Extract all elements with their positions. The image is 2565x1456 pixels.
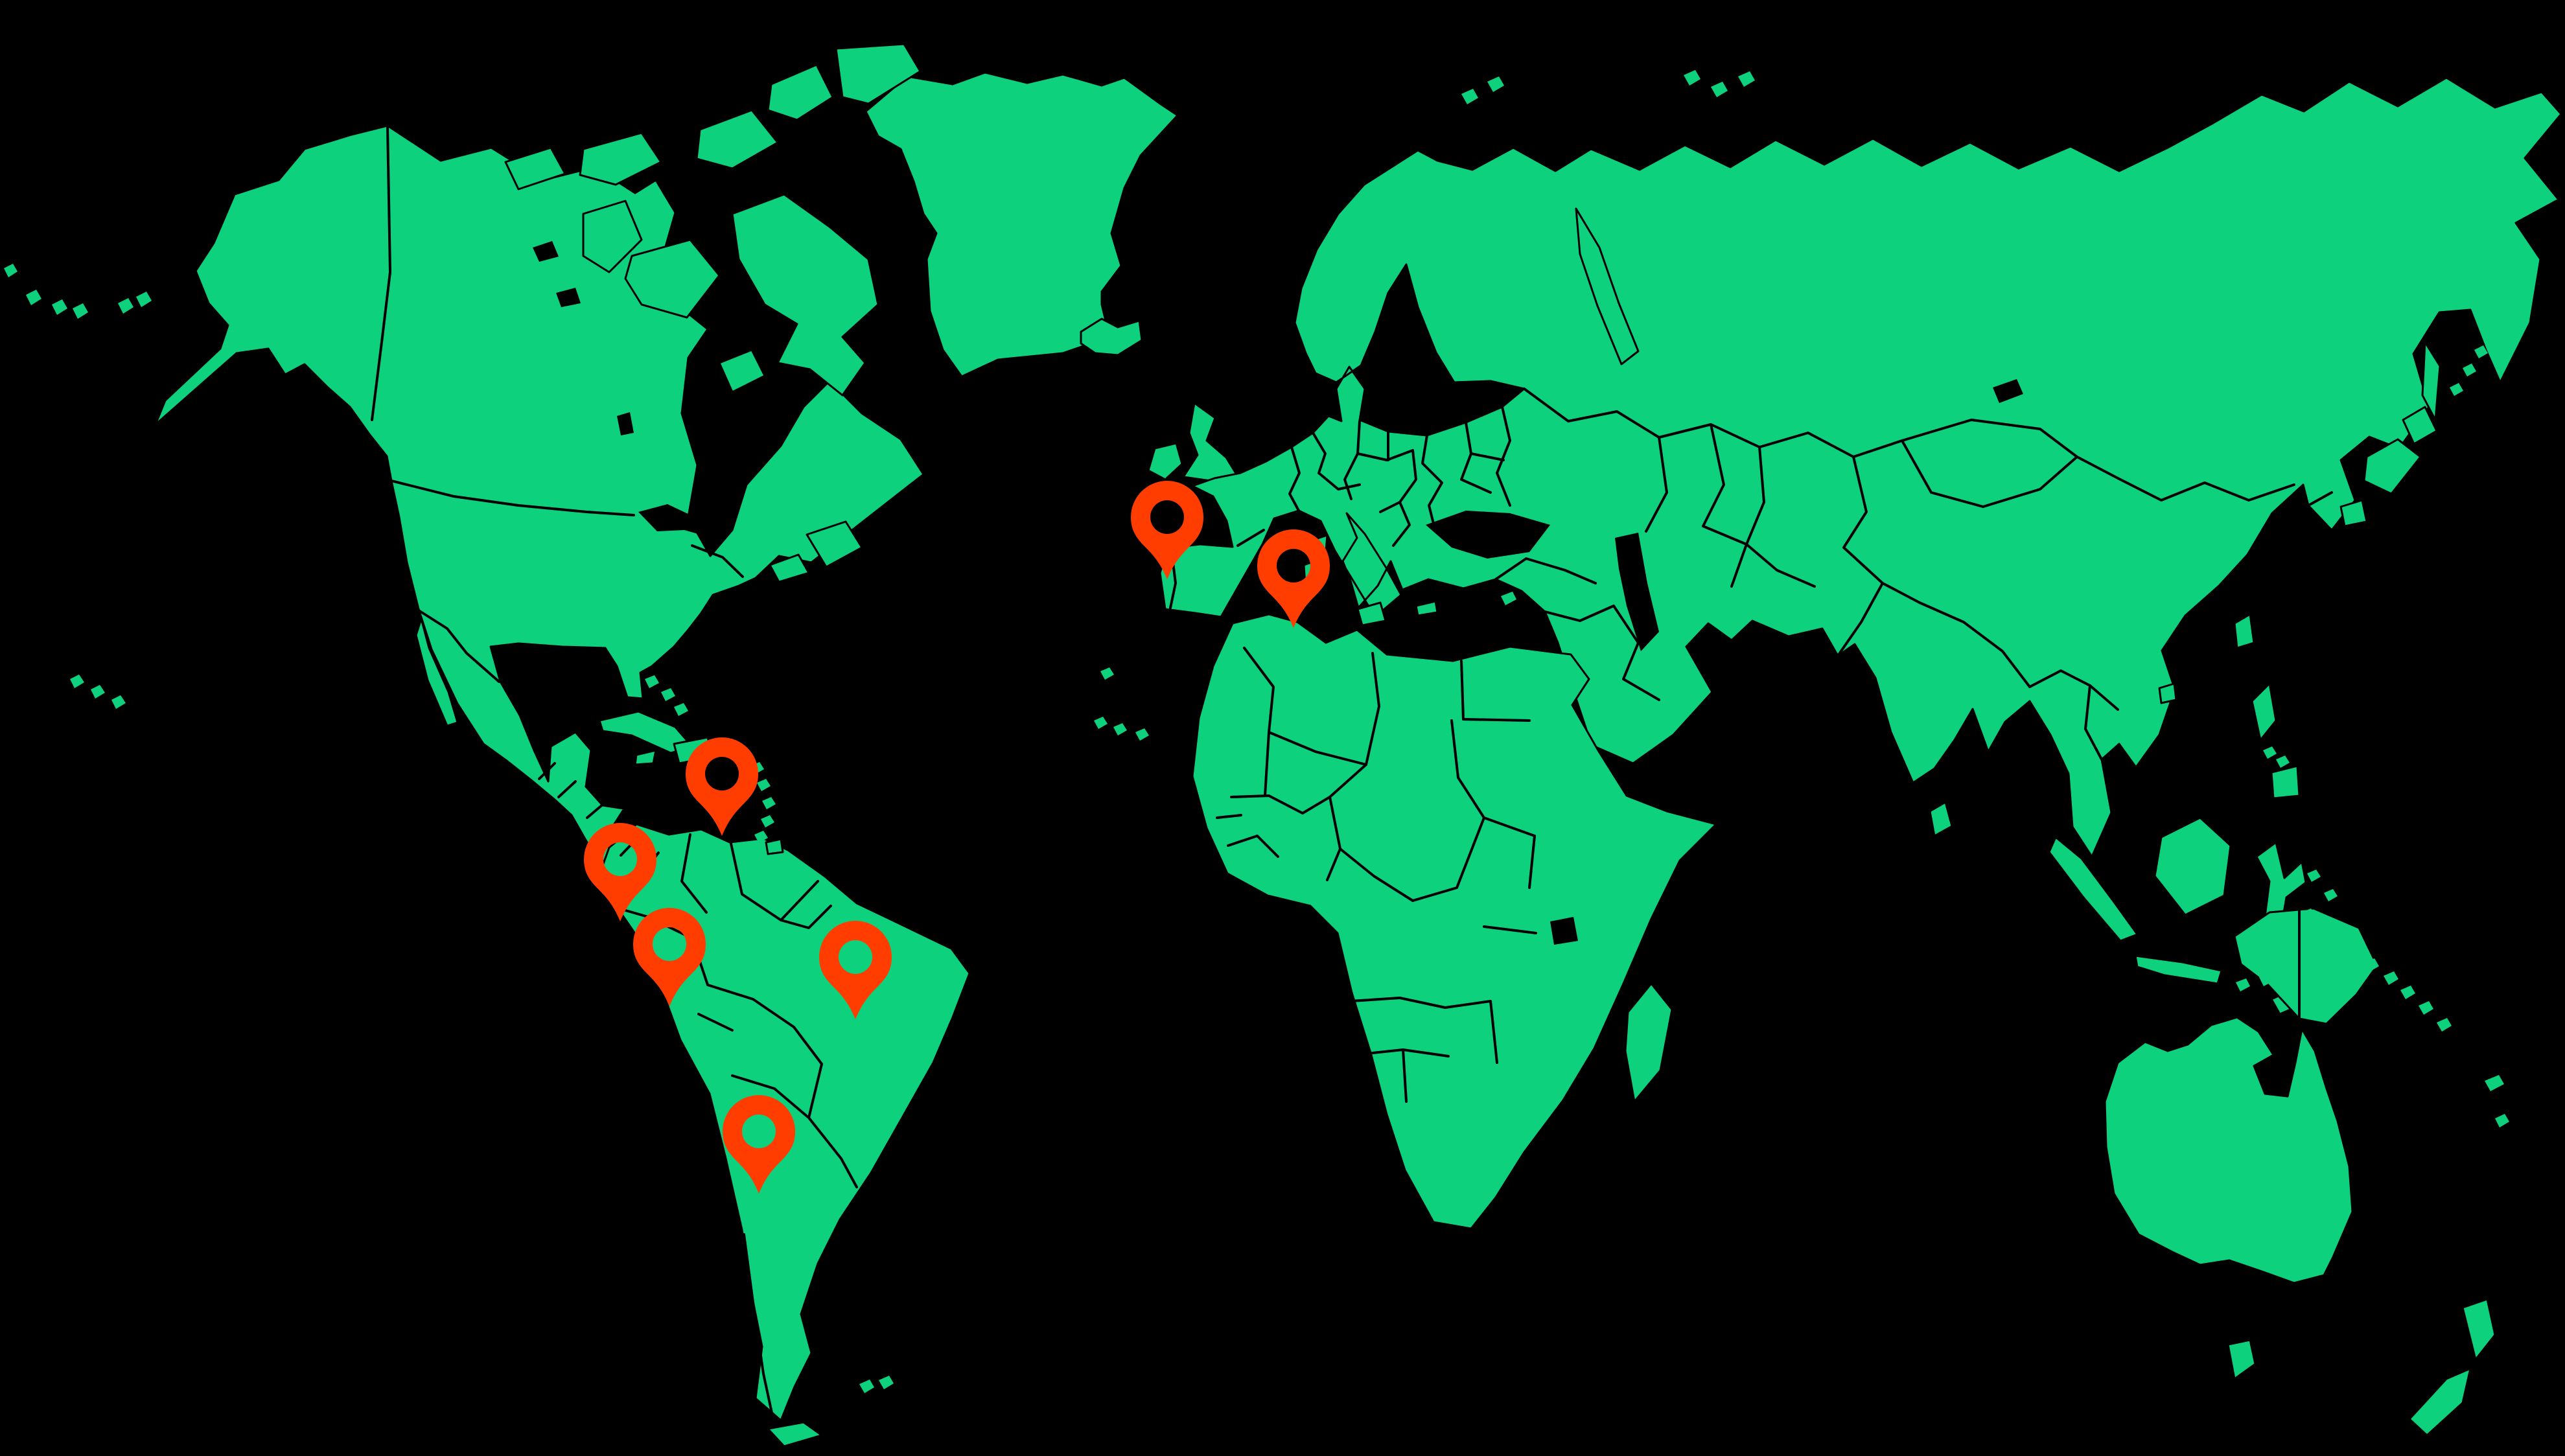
- landmass-tasmania: [2227, 1339, 2257, 1380]
- landmass-sakhalin: [2421, 341, 2441, 421]
- landmass-arctic-island: [579, 132, 662, 186]
- small-islands: [4, 70, 2509, 1393]
- great-lakes: [638, 504, 735, 538]
- landmass-arctic-island: [695, 109, 779, 170]
- landmass-jamaica: [634, 749, 657, 766]
- landmass-borneo: [2153, 816, 2232, 916]
- lake-victoria: [1550, 917, 1578, 945]
- landmass-arctic-island: [504, 146, 566, 191]
- landmass-arctic-island: [767, 64, 834, 121]
- landmass-japan-hokkaido: [2402, 406, 2438, 445]
- borders-asia: [1494, 387, 2333, 761]
- landmass-sumatra: [2048, 836, 2139, 942]
- landmass-sri-lanka: [1929, 801, 1953, 837]
- landmass-ireland: [1147, 442, 1183, 481]
- landmass-sicily: [1356, 601, 1387, 627]
- landmass-japan-honshu: [2363, 438, 2422, 495]
- landmass-arctic-island: [835, 43, 922, 105]
- landmass-baja-california: [415, 618, 459, 727]
- lake-winnipeg: [617, 412, 634, 435]
- landmass-new-zealand-south: [2408, 1367, 2472, 1437]
- landmass-philippines-luzon: [2251, 682, 2277, 741]
- landmass-arctic-island: [718, 349, 766, 393]
- landmass-africa: [1191, 613, 1717, 1230]
- landmass-iceland: [1080, 318, 1143, 356]
- inland-waters: [533, 241, 2023, 945]
- great-slave-lake: [556, 288, 581, 307]
- landmass-madagascar: [1624, 982, 1673, 1103]
- landmass-taiwan: [2233, 613, 2255, 649]
- landmass-greenland: [865, 71, 1179, 378]
- landmass-crete: [1415, 600, 1439, 617]
- landmass-java: [2134, 954, 2223, 985]
- borders-africa: [1216, 647, 1537, 1103]
- landmass-novaya-zemlya: [1575, 207, 1640, 365]
- landmass-hainan: [2158, 682, 2177, 704]
- landmass-arctic-island: [582, 200, 643, 273]
- landmass-sulawesi: [2255, 841, 2307, 929]
- landmass-new-zealand-north: [2461, 1298, 2496, 1361]
- landmass-nova-scotia: [769, 553, 810, 583]
- black-sea: [1426, 511, 1550, 559]
- borders-europe: [1169, 406, 1511, 609]
- landmass-newfoundland: [806, 520, 863, 568]
- landmass-eurasia: [1159, 76, 2562, 858]
- landmass-trinidad: [765, 838, 784, 855]
- landmass-baffin-island: [731, 193, 879, 397]
- landmass-japan-kyushu: [2339, 499, 2368, 527]
- landmass-philippines-mindanao: [2270, 765, 2301, 800]
- landmass-arctic-island: [624, 238, 721, 319]
- landmass-tierra-del-fuego: [767, 1421, 823, 1448]
- landmass-north-america: [154, 124, 925, 879]
- great-bear-lake: [533, 241, 559, 262]
- landmass-australia: [2104, 1016, 2354, 1284]
- lake-baikal: [1993, 379, 2023, 403]
- caspian-sea: [1615, 533, 1659, 651]
